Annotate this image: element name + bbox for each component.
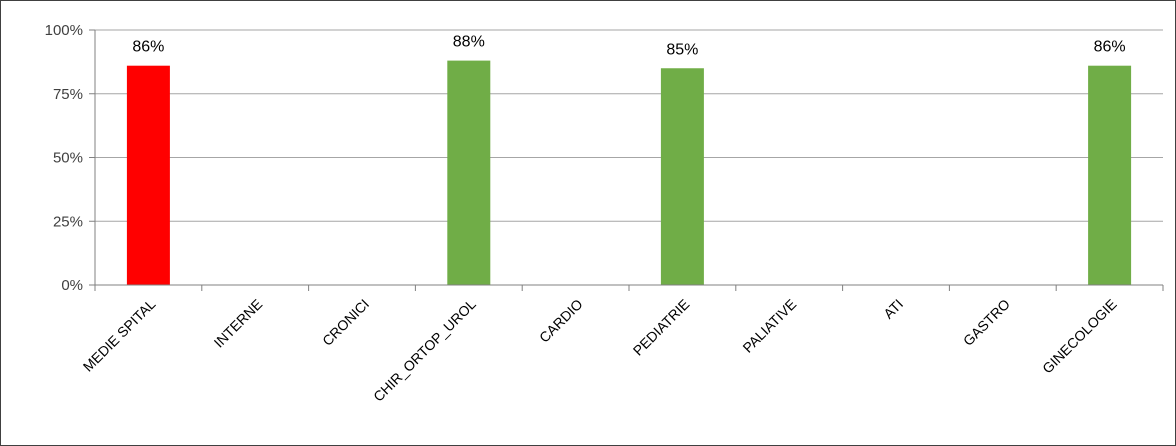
y-tick-label: 75%	[53, 86, 83, 103]
y-tick-label: 0%	[61, 277, 83, 294]
bar-chir-ortop-urol	[447, 60, 491, 285]
y-tick-label: 50%	[53, 150, 83, 167]
bar-ginecologie	[1088, 65, 1132, 285]
data-label: 88%	[453, 34, 485, 51]
y-tick-label: 100%	[45, 22, 83, 39]
y-tick-label: 25%	[53, 213, 83, 230]
data-label: 85%	[666, 41, 698, 58]
data-label: 86%	[132, 39, 164, 56]
data-label: 86%	[1094, 39, 1126, 56]
bar-medie-spital	[126, 65, 170, 285]
bar-pediatrie	[660, 68, 704, 285]
